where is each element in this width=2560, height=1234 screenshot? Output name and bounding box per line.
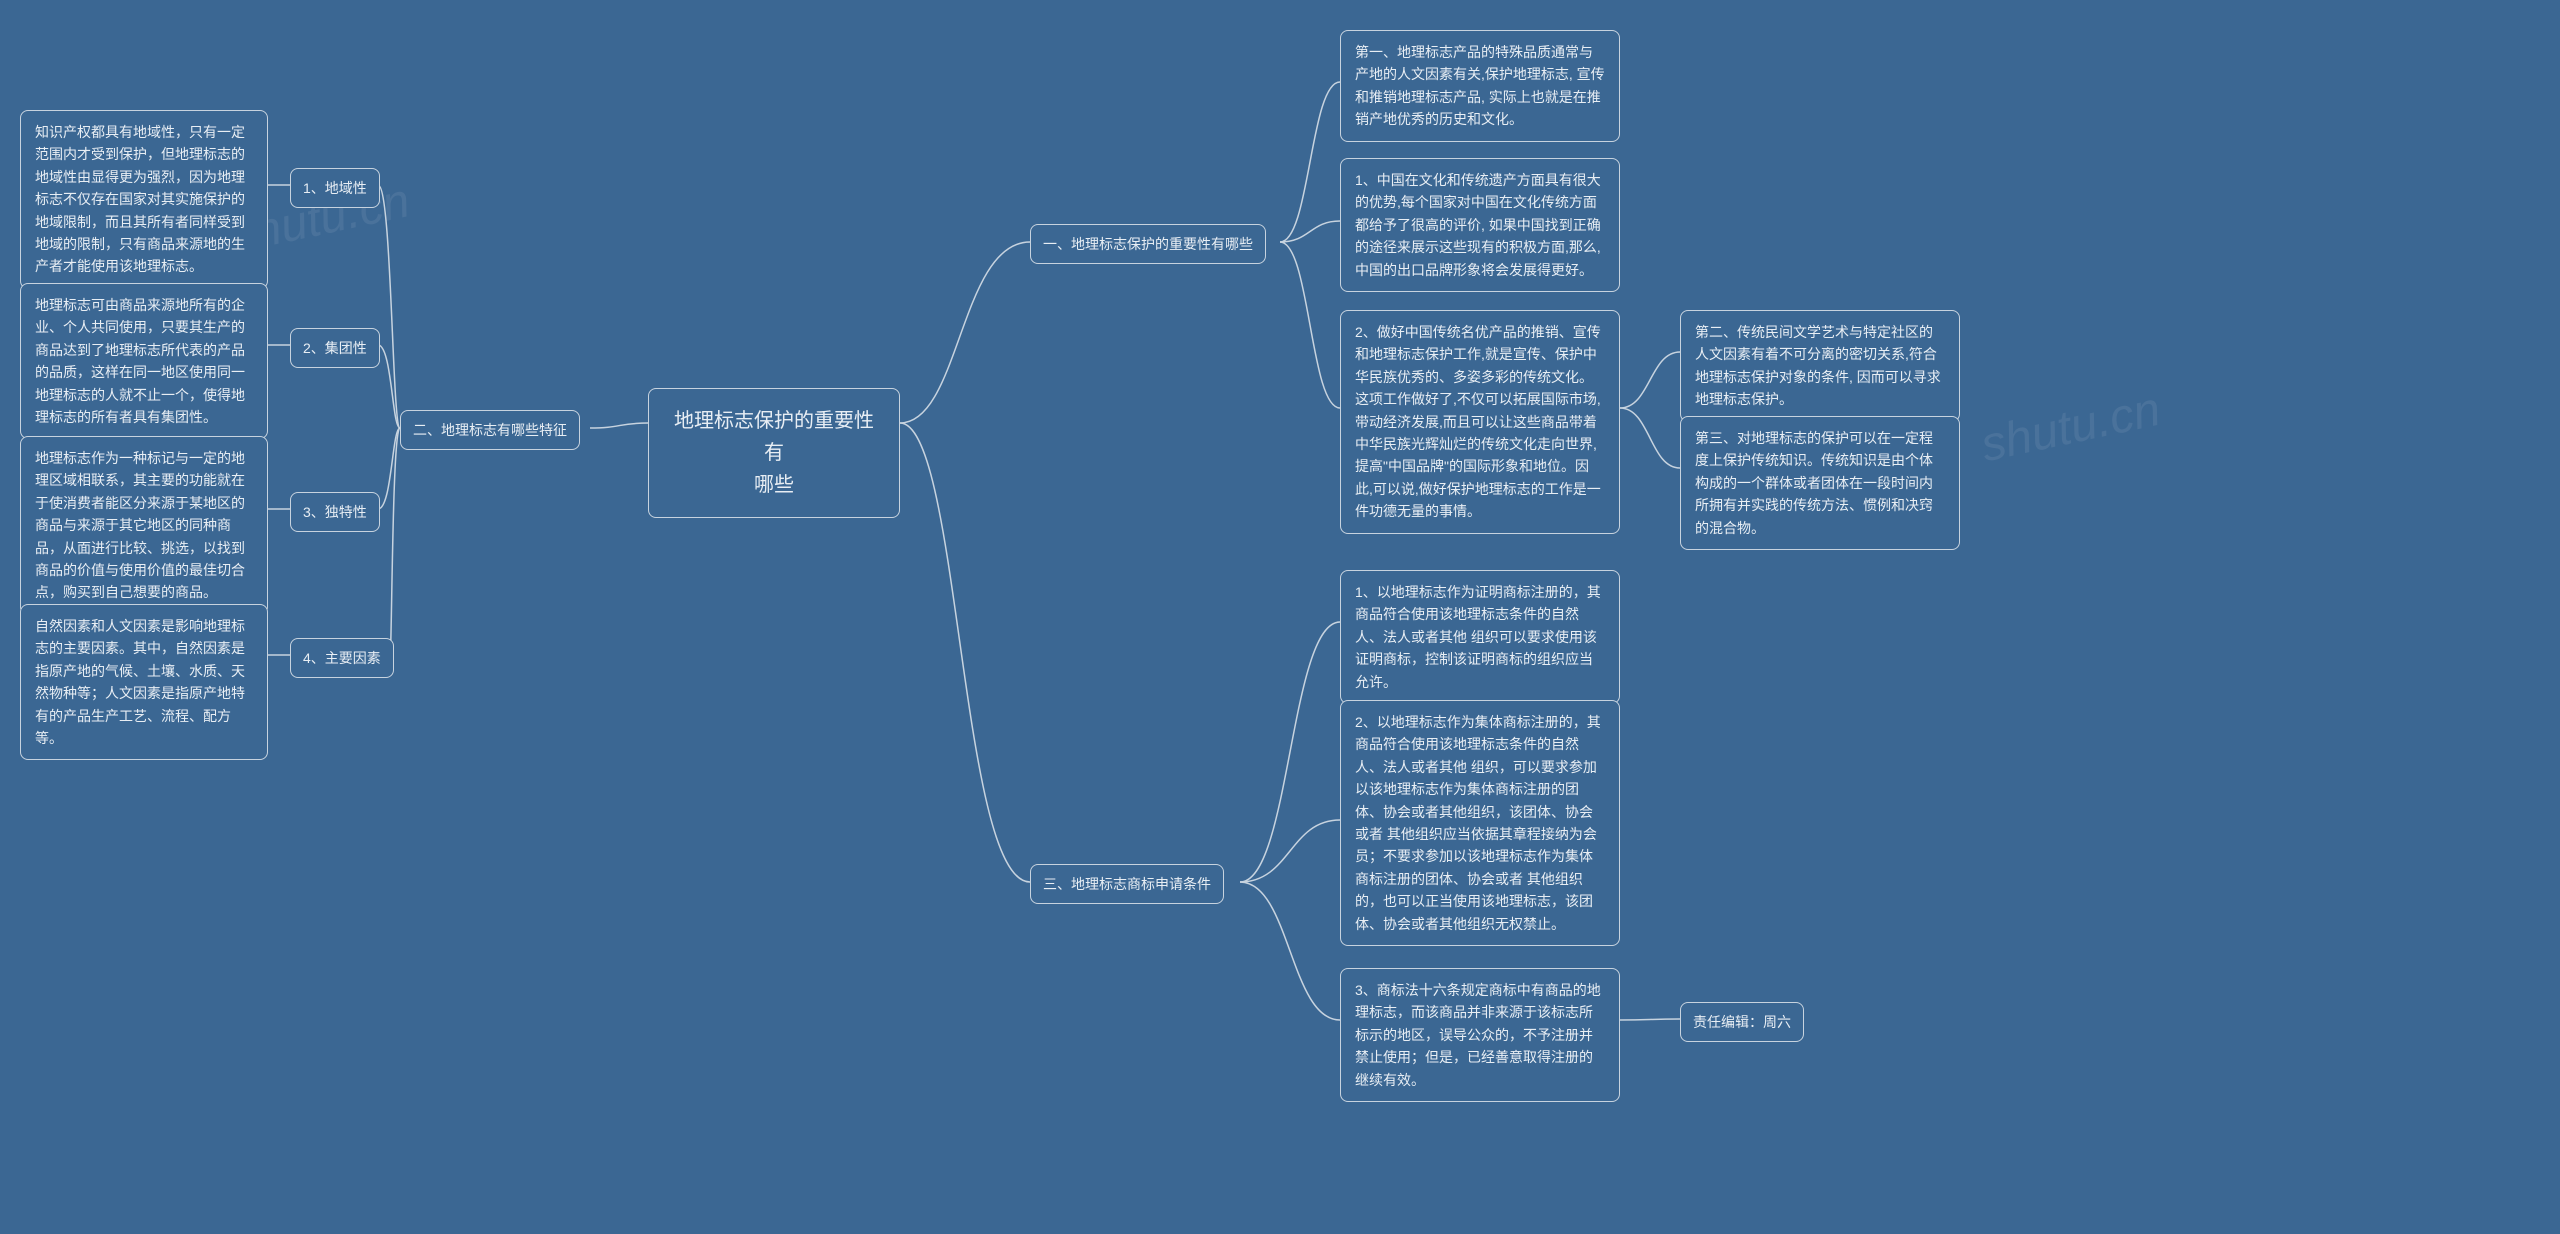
branch-1-label[interactable]: 一、地理标志保护的重要性有哪些 — [1030, 224, 1266, 264]
branch-3-leaf-3[interactable]: 3、商标法十六条规定商标中有商品的地理标志，而该商品并非来源于该标志所标示的地区… — [1340, 968, 1620, 1102]
branch-2-leaf-4[interactable]: 自然因素和人文因素是影响地理标志的主要因素。其中，自然因素是指原产地的气候、土壤… — [20, 604, 268, 760]
mindmap-root[interactable]: 地理标志保护的重要性有哪些 — [648, 388, 900, 518]
branch-2-label[interactable]: 二、地理标志有哪些特征 — [400, 410, 580, 450]
branch-1-leaf-2[interactable]: 1、中国在文化和传统遗产方面具有很大的优势,每个国家对中国在文化传统方面都给予了… — [1340, 158, 1620, 292]
branch-1-leaf-3[interactable]: 2、做好中国传统名优产品的推销、宣传和地理标志保护工作,就是宣传、保护中华民族优… — [1340, 310, 1620, 534]
branch-3-label[interactable]: 三、地理标志商标申请条件 — [1030, 864, 1224, 904]
branch-3-leaf-1[interactable]: 1、以地理标志作为证明商标注册的，其商品符合使用该地理标志条件的自然人、法人或者… — [1340, 570, 1620, 704]
branch-2-item-1[interactable]: 1、地域性 — [290, 168, 380, 208]
branch-2-leaf-2[interactable]: 地理标志可由商品来源地所有的企业、个人共同使用，只要其生产的商品达到了地理标志所… — [20, 283, 268, 439]
branch-2-leaf-3[interactable]: 地理标志作为一种标记与一定的地理区域相联系，其主要的功能就在于使消费者能区分来源… — [20, 436, 268, 615]
branch-2-leaf-1[interactable]: 知识产权都具有地域性，只有一定范围内才受到保护，但地理标志的地域性由显得更为强烈… — [20, 110, 268, 289]
branch-1-sub-1[interactable]: 第二、传统民间文学艺术与特定社区的人文因素有着不可分离的密切关系,符合地理标志保… — [1680, 310, 1960, 422]
branch-3-leaf-2[interactable]: 2、以地理标志作为集体商标注册的，其商品符合使用该地理标志条件的自然人、法人或者… — [1340, 700, 1620, 946]
branch-1-sub-2[interactable]: 第三、对地理标志的保护可以在一定程度上保护传统知识。传统知识是由个体构成的一个群… — [1680, 416, 1960, 550]
connector-layer — [0, 0, 2560, 1234]
watermark: shutu.cn — [1976, 382, 2165, 474]
branch-2-item-3[interactable]: 3、独特性 — [290, 492, 380, 532]
branch-3-sub-1[interactable]: 责任编辑：周六 — [1680, 1002, 1804, 1042]
branch-2-item-4[interactable]: 4、主要因素 — [290, 638, 394, 678]
branch-2-item-2[interactable]: 2、集团性 — [290, 328, 380, 368]
branch-1-leaf-1[interactable]: 第一、地理标志产品的特殊品质通常与产地的人文因素有关,保护地理标志, 宣传和推销… — [1340, 30, 1620, 142]
